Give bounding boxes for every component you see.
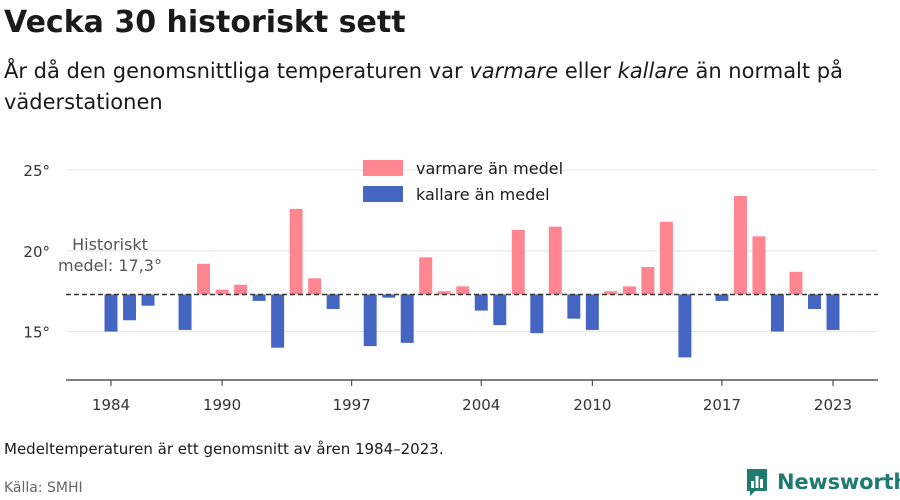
- bar-2017: [715, 294, 729, 301]
- bar-2010: [585, 294, 599, 330]
- bar-2005: [493, 294, 507, 326]
- x-tick-label-2023: 2023: [814, 396, 852, 414]
- bar-2015: [678, 294, 692, 358]
- bar-1998: [363, 294, 377, 347]
- x-tick-label-2017: 2017: [703, 396, 741, 414]
- legend-label-warm: varmare än medel: [416, 159, 563, 178]
- bar-1989: [197, 263, 211, 295]
- bar-2023: [826, 294, 840, 330]
- bar-1996: [326, 294, 340, 309]
- newsworthy-logo-text: Newsworthy: [777, 470, 900, 494]
- y-tick-label-20: 20°: [23, 243, 50, 261]
- bar-2001: [419, 257, 433, 295]
- bar-2009: [567, 294, 581, 319]
- newsworthy-logo-icon: [747, 469, 767, 496]
- subtitle-part-1: År då den genomsnittliga temperaturen va…: [4, 59, 470, 83]
- source-text: Källa: SMHI: [4, 480, 83, 496]
- legend-label-cold: kallare än medel: [416, 185, 550, 204]
- bar-2004: [474, 294, 488, 311]
- bar-2020: [770, 294, 784, 332]
- bar-2014: [659, 221, 673, 295]
- bar-1990: [215, 289, 229, 295]
- bar-2019: [752, 236, 766, 295]
- bar-2011: [604, 291, 618, 295]
- subtitle-cold-word: kallare: [617, 59, 689, 83]
- bar-1994: [289, 208, 303, 295]
- y-tick-label-25: 25°: [23, 162, 50, 180]
- x-tick-label-2010: 2010: [573, 396, 611, 414]
- bar-2003: [456, 286, 470, 295]
- bar-1985: [123, 294, 136, 321]
- bar-1999: [382, 294, 396, 298]
- bar-2002: [437, 291, 451, 295]
- bar-2008: [548, 226, 562, 295]
- bar-2013: [641, 267, 655, 295]
- subtitle-warm-word: varmare: [469, 59, 559, 83]
- bar-1992: [252, 294, 266, 301]
- newsworthy-logo: Newsworthy: [745, 467, 900, 497]
- footnote: Medeltemperaturen är ett genomsnitt av å…: [4, 440, 444, 458]
- chart-subtitle: År då den genomsnittliga temperaturen va…: [4, 56, 884, 118]
- subtitle-part-3: än normalt på väderstationen: [4, 59, 843, 114]
- bar-1986: [141, 294, 155, 306]
- bar-1993: [271, 294, 285, 348]
- x-tick-label-1984: 1984: [92, 396, 130, 414]
- bar-2007: [530, 294, 544, 334]
- bar-2012: [622, 286, 636, 295]
- bar-1991: [234, 284, 248, 295]
- bar-2022: [808, 294, 821, 309]
- bar-2000: [400, 294, 414, 343]
- legend-swatch-warm: [363, 160, 403, 176]
- x-tick-label-1990: 1990: [203, 396, 241, 414]
- subtitle-part-2: eller: [558, 59, 618, 83]
- bar-1984: [104, 294, 118, 332]
- bar-2018: [733, 195, 747, 295]
- chart-title: Vecka 30 historiskt sett: [4, 5, 406, 40]
- baseline-label: Historiskt medel: 17,3°: [58, 235, 162, 275]
- x-tick-label-2004: 2004: [462, 396, 500, 414]
- bar-1988: [178, 294, 192, 330]
- x-tick-label-1997: 1997: [333, 396, 371, 414]
- y-tick-label-15: 15°: [23, 324, 50, 342]
- bar-2021: [789, 271, 803, 295]
- bar-2006: [511, 229, 525, 295]
- bar-1995: [308, 278, 322, 295]
- legend-swatch-cold: [363, 186, 403, 202]
- temperature-bar-chart: 15° 20° 25° Historiskt medel: 17,3° 1984 1990 1…: [23, 159, 878, 414]
